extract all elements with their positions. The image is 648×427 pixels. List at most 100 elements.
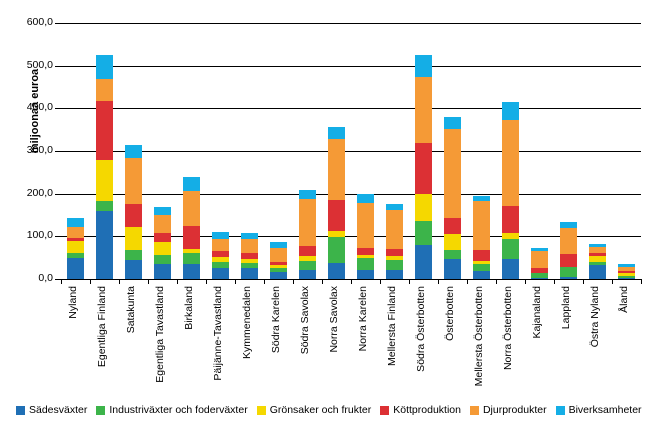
bar-segment[interactable]: [299, 255, 316, 261]
bar-segment[interactable]: [183, 253, 200, 265]
legend-item[interactable]: Grönsaker och frukter: [256, 404, 371, 416]
bar-segment[interactable]: [270, 272, 287, 279]
bar-segment[interactable]: [502, 120, 519, 206]
bar-segment[interactable]: [212, 238, 229, 252]
bar-segment[interactable]: [241, 268, 258, 279]
bar-group[interactable]: Mellersta Finland: [380, 23, 409, 366]
stacked-bar[interactable]: [415, 55, 432, 279]
bar-segment[interactable]: [502, 232, 519, 240]
bar-segment[interactable]: [125, 144, 142, 159]
bar-group[interactable]: Norra Savolax: [322, 23, 351, 353]
legend-item[interactable]: Djurprodukter: [469, 404, 547, 416]
stacked-bar[interactable]: [473, 195, 490, 279]
bar-segment[interactable]: [357, 247, 374, 255]
bar-segment[interactable]: [125, 158, 142, 204]
bar-segment[interactable]: [328, 127, 345, 139]
bar-group[interactable]: Birkaland: [177, 23, 206, 330]
bar-segment[interactable]: [415, 193, 432, 222]
bar-group[interactable]: Östra Nyland: [583, 23, 612, 347]
bar-segment[interactable]: [357, 203, 374, 248]
bar-segment[interactable]: [183, 264, 200, 279]
bar-segment[interactable]: [357, 270, 374, 279]
bar-segment[interactable]: [473, 260, 490, 264]
bar-group[interactable]: Österbotten: [438, 23, 467, 341]
bar-segment[interactable]: [212, 261, 229, 268]
bar-segment[interactable]: [473, 250, 490, 261]
bar-segment[interactable]: [589, 253, 606, 256]
bar-segment[interactable]: [618, 266, 635, 272]
bar-segment[interactable]: [444, 250, 461, 260]
stacked-bar[interactable]: [299, 190, 316, 279]
stacked-bar[interactable]: [96, 55, 113, 279]
bar-segment[interactable]: [444, 128, 461, 219]
bar-segment[interactable]: [154, 241, 171, 256]
bar-segment[interactable]: [154, 207, 171, 216]
stacked-bar[interactable]: [67, 217, 84, 279]
bar-group[interactable]: Lappland: [554, 23, 583, 329]
stacked-bar[interactable]: [618, 264, 635, 279]
bar-segment[interactable]: [473, 271, 490, 279]
bar-segment[interactable]: [154, 215, 171, 233]
bar-segment[interactable]: [444, 234, 461, 251]
bar-segment[interactable]: [531, 267, 548, 273]
bar-segment[interactable]: [328, 237, 345, 263]
legend-item[interactable]: Köttproduktion: [380, 404, 461, 416]
bar-segment[interactable]: [96, 100, 113, 161]
bar-segment[interactable]: [183, 191, 200, 226]
bar-segment[interactable]: [212, 232, 229, 239]
bar-group[interactable]: Åland: [612, 23, 641, 313]
bar-segment[interactable]: [531, 273, 548, 278]
bar-segment[interactable]: [212, 256, 229, 262]
bar-segment[interactable]: [96, 210, 113, 279]
bar-segment[interactable]: [96, 55, 113, 79]
bar-segment[interactable]: [386, 270, 403, 279]
bar-group[interactable]: Satakunta: [119, 23, 148, 333]
bar-segment[interactable]: [415, 221, 432, 245]
bar-segment[interactable]: [270, 241, 287, 248]
bar-segment[interactable]: [154, 255, 171, 264]
bar-segment[interactable]: [67, 226, 84, 238]
bar-group[interactable]: Södra Savolax: [293, 23, 322, 354]
bar-segment[interactable]: [444, 116, 461, 129]
bar-segment[interactable]: [328, 230, 345, 238]
bar-segment[interactable]: [560, 222, 577, 228]
bar-segment[interactable]: [386, 260, 403, 271]
bar-group[interactable]: Nyland: [61, 23, 90, 319]
bar-segment[interactable]: [270, 247, 287, 262]
legend-item[interactable]: Sädesväxter: [16, 404, 87, 416]
bar-segment[interactable]: [415, 244, 432, 279]
bar-segment[interactable]: [183, 225, 200, 250]
bar-segment[interactable]: [502, 102, 519, 121]
bar-segment[interactable]: [444, 259, 461, 279]
bar-segment[interactable]: [241, 238, 258, 254]
bar-segment[interactable]: [618, 276, 635, 278]
bar-segment[interactable]: [299, 199, 316, 247]
bar-segment[interactable]: [299, 190, 316, 200]
bar-segment[interactable]: [386, 203, 403, 210]
bar-segment[interactable]: [531, 248, 548, 251]
bar-segment[interactable]: [531, 272, 548, 274]
bar-segment[interactable]: [618, 264, 635, 267]
bar-segment[interactable]: [473, 195, 490, 202]
bar-segment[interactable]: [125, 260, 142, 279]
bar-segment[interactable]: [299, 246, 316, 256]
bar-segment[interactable]: [589, 265, 606, 279]
bar-segment[interactable]: [357, 254, 374, 259]
bar-segment[interactable]: [125, 203, 142, 227]
bar-group[interactable]: Egentliga Finland: [90, 23, 119, 367]
stacked-bar[interactable]: [241, 232, 258, 279]
bar-segment[interactable]: [415, 143, 432, 194]
bar-segment[interactable]: [328, 199, 345, 231]
bar-segment[interactable]: [415, 77, 432, 144]
bar-segment[interactable]: [96, 160, 113, 201]
bar-group[interactable]: Norra Karelen: [351, 23, 380, 351]
bar-segment[interactable]: [589, 261, 606, 266]
bar-segment[interactable]: [589, 256, 606, 262]
bar-segment[interactable]: [560, 227, 577, 255]
bar-segment[interactable]: [125, 250, 142, 261]
stacked-bar[interactable]: [357, 193, 374, 279]
bar-segment[interactable]: [531, 277, 548, 279]
bar-segment[interactable]: [270, 261, 287, 265]
bar-segment[interactable]: [415, 55, 432, 78]
bar-segment[interactable]: [183, 176, 200, 192]
